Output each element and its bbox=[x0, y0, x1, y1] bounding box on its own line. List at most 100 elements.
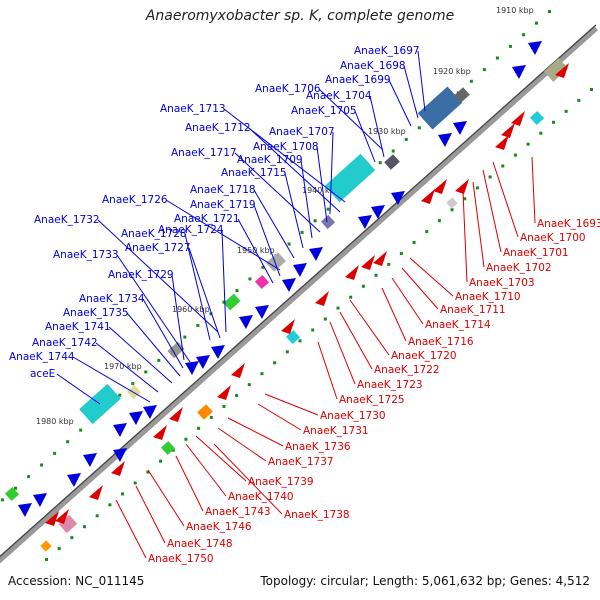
forward-gene-label[interactable]: AnaeK_1717 bbox=[171, 147, 237, 159]
forward-gene-label[interactable]: AnaeK_1726 bbox=[102, 194, 168, 206]
forward-gene-label[interactable]: AnaeK_1705 bbox=[291, 105, 357, 117]
forward-label-leader bbox=[72, 356, 151, 403]
reverse-gene-label[interactable]: AnaeK_1710 bbox=[455, 291, 521, 303]
tick-mark bbox=[1, 498, 5, 502]
reverse-gene-arrow bbox=[281, 319, 295, 334]
forward-gene-arrow bbox=[113, 423, 127, 437]
reverse-gene-label[interactable]: AnaeK_1702 bbox=[486, 262, 552, 274]
forward-label-leader bbox=[108, 326, 173, 384]
reverse-gene-arrow bbox=[231, 363, 245, 378]
tick-mark bbox=[399, 251, 403, 255]
reverse-gene-label[interactable]: AnaeK_1750 bbox=[148, 553, 214, 565]
reverse-gene-label[interactable]: AnaeK_1711 bbox=[440, 304, 506, 316]
reverse-gene-label[interactable]: AnaeK_1700 bbox=[520, 232, 586, 244]
forward-gene-label[interactable]: AnaeK_1728 bbox=[121, 228, 187, 240]
tick-mark bbox=[412, 241, 416, 245]
kbp-scale-labels: 1910 kbp 1920 kbp 1930 kbp 1940 kbp 1950 kbp… bbox=[36, 6, 534, 426]
reverse-gene-label[interactable]: AnaeK_1722 bbox=[374, 364, 440, 376]
reverse-gene-label[interactable]: AnaeK_1736 bbox=[285, 441, 351, 453]
forward-gene-label[interactable]: AnaeK_1721 bbox=[174, 213, 240, 225]
forward-gene-arrow bbox=[371, 205, 385, 219]
reverse-gene-label[interactable]: AnaeK_1723 bbox=[357, 379, 423, 391]
forward-gene-label[interactable]: AnaeK_1704 bbox=[306, 90, 372, 102]
forward-gene-label[interactable]: AnaeK_1729 bbox=[108, 269, 174, 281]
reverse-label-leader bbox=[492, 161, 519, 238]
reverse-gene-label[interactable]: AnaeK_1703 bbox=[469, 277, 535, 289]
chromosome-backbone bbox=[0, 25, 598, 564]
forward-gene-label[interactable]: AnaeK_1699 bbox=[325, 74, 391, 86]
reverse-gene-label[interactable]: AnaeK_1731 bbox=[303, 425, 369, 437]
reverse-gene-label[interactable]: AnaeK_1701 bbox=[503, 247, 569, 259]
tick-mark bbox=[144, 370, 148, 374]
forward-label-leader bbox=[329, 131, 334, 215]
gene-block bbox=[58, 514, 78, 534]
tick-mark bbox=[108, 503, 112, 507]
tick-mark bbox=[79, 428, 83, 432]
reverse-gene-label[interactable]: AnaeK_1737 bbox=[268, 456, 334, 468]
tick-mark bbox=[577, 98, 581, 102]
reverse-gene-arrow bbox=[55, 509, 69, 524]
reverse-gene-label[interactable]: AnaeK_1716 bbox=[408, 336, 474, 348]
reverse-label-leader bbox=[195, 435, 247, 482]
reverse-label-leader bbox=[217, 427, 267, 462]
forward-gene-label[interactable]: AnaeK_1732 bbox=[34, 214, 100, 226]
forward-gene-label[interactable]: AnaeK_1712 bbox=[185, 122, 251, 134]
tick-mark bbox=[298, 339, 302, 343]
reverse-gene-label[interactable]: AnaeK_1730 bbox=[320, 410, 386, 422]
forward-gene-arrow bbox=[309, 247, 323, 261]
reverse-gene-label[interactable]: AnaeK_1740 bbox=[228, 491, 294, 503]
tick-mark bbox=[521, 33, 525, 37]
reverse-gene-label[interactable]: AnaeK_1693 bbox=[537, 218, 600, 230]
forward-gene-label[interactable]: AnaeK_1744 bbox=[9, 351, 75, 363]
forward-gene-arrow bbox=[83, 453, 97, 467]
reverse-gene-label[interactable]: AnaeK_1746 bbox=[186, 521, 252, 533]
forward-gene-label[interactable]: AnaeK_1735 bbox=[63, 307, 129, 319]
forward-gene-label[interactable]: AnaeK_1698 bbox=[340, 60, 406, 72]
forward-gene-label[interactable]: AnaeK_1719 bbox=[190, 199, 256, 211]
forward-gene-label[interactable]: AnaeK_1718 bbox=[190, 184, 256, 196]
tick-mark bbox=[131, 382, 135, 386]
reverse-gene-arrow bbox=[421, 189, 435, 204]
reverse-gene-arrow bbox=[89, 485, 103, 500]
reverse-gene-label[interactable]: AnaeK_1720 bbox=[391, 350, 457, 362]
reverse-gene-label[interactable]: AnaeK_1738 bbox=[284, 509, 350, 521]
forward-gene-label[interactable]: AnaeK_1708 bbox=[253, 141, 319, 153]
reverse-gene-arrow bbox=[455, 179, 469, 194]
reverse-label-leader bbox=[213, 443, 283, 515]
gene-labels: AnaeK_1697 AnaeK_1698 AnaeK_1699 AnaeK_1706… bbox=[9, 45, 600, 565]
reverse-gene-label[interactable]: AnaeK_1748 bbox=[167, 538, 233, 550]
forward-gene-arrow bbox=[358, 215, 372, 229]
gene-block bbox=[126, 384, 142, 400]
tick-mark bbox=[260, 372, 264, 376]
tick-mark bbox=[66, 440, 70, 444]
tick-mark bbox=[287, 242, 291, 246]
gene-block bbox=[167, 341, 185, 359]
forward-gene-label[interactable]: AnaeK_1727 bbox=[125, 242, 191, 254]
reverse-gene-label[interactable]: AnaeK_1725 bbox=[339, 394, 405, 406]
forward-gene-label[interactable]: AnaeK_1741 bbox=[45, 321, 111, 333]
forward-gene-label[interactable]: AnaeK_1715 bbox=[221, 167, 287, 179]
tick-mark bbox=[564, 109, 568, 113]
forward-gene-label[interactable]: AnaeK_1713 bbox=[160, 103, 226, 115]
tick-mark bbox=[404, 137, 408, 141]
forward-label-leader bbox=[221, 229, 227, 333]
forward-gene-label[interactable]: AnaeK_1706 bbox=[255, 83, 321, 95]
forward-gene-label[interactable]: AnaeK_1734 bbox=[79, 293, 145, 305]
forward-gene-label[interactable]: AnaeK_1707 bbox=[269, 126, 335, 138]
reverse-gene-label[interactable]: AnaeK_1739 bbox=[248, 476, 314, 488]
tick-mark bbox=[450, 208, 454, 212]
reverse-label-leader bbox=[175, 455, 204, 512]
forward-gene-label[interactable]: AnaeK_1697 bbox=[354, 45, 420, 57]
forward-gene-label[interactable]: AnaeK_1733 bbox=[53, 249, 119, 261]
forward-gene-label[interactable]: AnaeK_1724 bbox=[158, 224, 224, 236]
forward-gene-label[interactable]: AnaeK_1709 bbox=[237, 154, 303, 166]
reverse-gene-arrow bbox=[433, 179, 447, 194]
reverse-label-leader bbox=[482, 169, 502, 253]
forward-gene-label[interactable]: AnaeK_1742 bbox=[32, 337, 98, 349]
reverse-gene-label[interactable]: AnaeK_1743 bbox=[205, 506, 271, 518]
tick-mark bbox=[463, 197, 467, 201]
forward-gene-label[interactable]: aceE bbox=[30, 368, 55, 380]
reverse-gene-label[interactable]: AnaeK_1714 bbox=[425, 319, 491, 331]
forward-gene-arrow bbox=[255, 305, 269, 319]
forward-gene-arrow bbox=[239, 315, 253, 329]
